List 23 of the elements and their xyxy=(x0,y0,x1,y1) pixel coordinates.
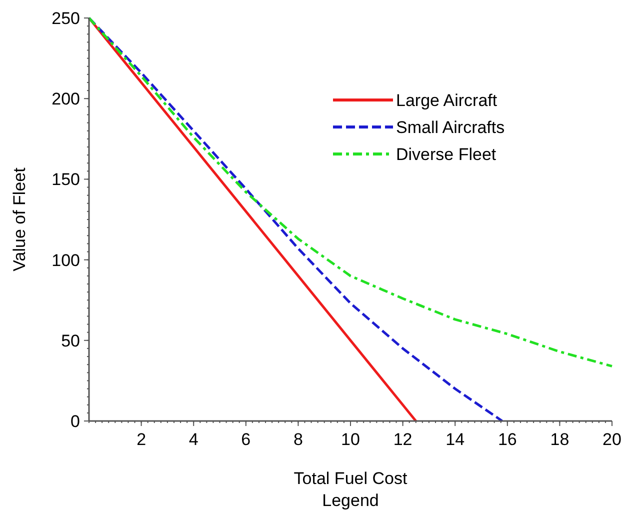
legend-label: Diverse Fleet xyxy=(396,145,496,164)
y-tick-label: 0 xyxy=(70,412,80,431)
x-tick-label: 10 xyxy=(341,430,360,449)
x-tick-label: 4 xyxy=(188,430,198,449)
y-tick-label: 50 xyxy=(61,331,80,350)
x-tick-label: 14 xyxy=(446,430,465,449)
y-axis-title: Value of Fleet xyxy=(10,167,29,272)
x-tick-label: 20 xyxy=(602,430,622,449)
y-tick-label: 100 xyxy=(52,250,80,270)
y-tick-label: 200 xyxy=(52,90,80,109)
x-tick-label: 16 xyxy=(498,430,517,449)
x-tick-label: 12 xyxy=(393,430,412,449)
x-tick-label: 18 xyxy=(550,430,570,449)
y-tick-label: 150 xyxy=(52,170,80,190)
x-tick-label: 6 xyxy=(241,430,251,449)
legend-label: Large Aircraft xyxy=(396,91,498,110)
x-tick-label: 2 xyxy=(136,430,146,449)
text: Legend xyxy=(322,491,379,510)
x-tick-label: 8 xyxy=(293,430,303,449)
line-series xyxy=(88,16,614,368)
legend-label: Small Aircrafts xyxy=(396,118,505,137)
x-axis-title: Total Fuel Cost xyxy=(294,469,408,488)
y-tick-label: 250 xyxy=(52,9,80,28)
